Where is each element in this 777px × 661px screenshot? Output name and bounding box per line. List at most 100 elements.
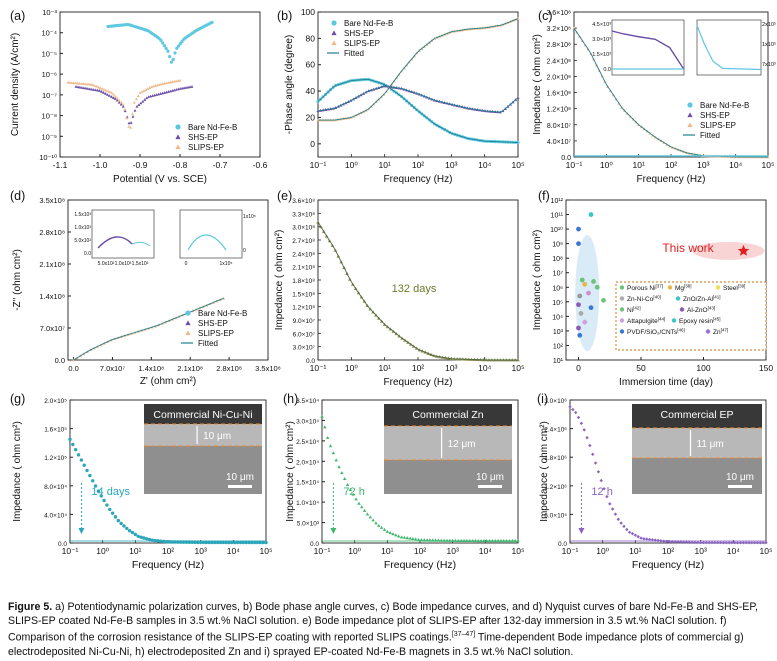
legend-ref: [42]	[633, 306, 641, 311]
reported-point	[594, 284, 600, 290]
data-point	[431, 538, 435, 542]
scale-bar	[728, 485, 752, 488]
data-point	[181, 540, 186, 544]
data-point	[241, 540, 245, 545]
y-axis-label: Impedance ( ohm cm²)	[532, 230, 543, 331]
data-point	[357, 501, 361, 505]
data-point	[425, 538, 429, 542]
inset-title: Commercial Zn	[412, 409, 483, 421]
y-tick-label: 10¹	[553, 358, 564, 365]
data-point	[468, 538, 472, 543]
y-tick-label: 1.2×10⁶	[544, 484, 567, 491]
legend-marker	[185, 310, 191, 316]
data-point	[137, 103, 141, 106]
data-point	[459, 538, 463, 542]
legend-marker	[331, 20, 337, 26]
x-tick-label: 2.1x10⁸	[177, 364, 203, 373]
y-tick-label: 2.8x10⁸	[39, 228, 65, 237]
data-point	[85, 468, 89, 473]
x-tick-label: -0.9	[133, 160, 148, 170]
y-tick-label: 2.4×10⁶	[544, 427, 567, 434]
data-point	[123, 109, 127, 113]
data-point	[687, 540, 692, 544]
x-tick-label: 10⁰	[600, 160, 613, 170]
y-tick-label: 4.0×10⁴	[44, 512, 67, 519]
y-tick-label: 60	[306, 60, 316, 70]
x-tick-label: 0	[576, 363, 581, 373]
scale-bar	[478, 485, 502, 488]
legend-entry: Bare Nd-Fe-B	[344, 19, 393, 28]
x-tick-label: 3.5x10⁸	[255, 364, 281, 373]
data-point	[132, 100, 136, 104]
x-tick-label: 10²	[665, 160, 677, 170]
data-point	[88, 87, 92, 91]
data-point	[439, 538, 444, 542]
data-point	[650, 538, 655, 542]
data-point	[178, 78, 182, 82]
data-point	[473, 538, 478, 543]
data-point	[166, 49, 170, 53]
data-point	[201, 540, 206, 545]
data-point	[116, 518, 120, 523]
y-tick-label: 2.5×10⁴	[296, 439, 319, 446]
data-point	[139, 535, 143, 539]
panel-label: (f)	[538, 189, 550, 203]
data-point	[129, 121, 133, 124]
data-point	[388, 531, 392, 535]
data-point	[379, 525, 384, 529]
x-tick-label: 10¹	[381, 546, 393, 556]
y-tick-label: 10⁻¹⁰	[39, 153, 57, 162]
inset-tick-label: 5.0x10²	[74, 238, 91, 244]
y-tick-label: 3.6×10⁸	[546, 10, 571, 17]
panel-label: (h)	[283, 392, 298, 406]
data-point	[247, 540, 251, 545]
data-point	[109, 95, 113, 98]
caption-refs: [37–47]	[451, 631, 476, 638]
data-point	[196, 540, 200, 545]
data-point	[653, 538, 657, 542]
sem-top	[632, 404, 762, 428]
y-tick-label: 0.0	[306, 358, 315, 365]
thickness-label: 11 μm	[697, 439, 724, 450]
y-tick-label: 0.0	[55, 356, 65, 365]
data-point	[485, 539, 489, 543]
data-point	[608, 502, 612, 506]
data-point	[436, 538, 441, 542]
x-tick-label: 10⁻¹	[310, 363, 327, 373]
legend-marker	[667, 285, 673, 290]
data-point	[414, 537, 418, 541]
y-axis-label: -Phase angle (degree)	[284, 35, 295, 135]
data-point	[764, 540, 768, 545]
y-tick-label: 10⁻⁴	[41, 29, 57, 38]
y-tick-label: 9.0×10⁷	[293, 318, 316, 325]
legend-marker	[185, 320, 191, 326]
data-point	[98, 89, 102, 92]
data-point	[331, 451, 336, 455]
x-tick-label: 10³	[695, 546, 707, 556]
y-tick-label: 10⁶	[552, 285, 563, 292]
data-point	[571, 407, 575, 412]
data-point	[198, 540, 203, 545]
x-axis-label: Immersion time (day)	[619, 377, 713, 388]
fitted-line	[573, 27, 768, 158]
data-point	[656, 538, 660, 543]
reported-point	[588, 212, 594, 217]
data-point	[416, 537, 421, 541]
y-tick-label: 1.2×10⁵	[44, 455, 67, 462]
inset-bare-arc	[187, 234, 227, 251]
data-point	[72, 81, 76, 85]
y-axis-label: -Z'' (ohm cm²)	[12, 249, 23, 311]
panel-label: (b)	[277, 9, 292, 23]
panel-label: (a)	[10, 9, 25, 23]
data-point	[610, 507, 615, 511]
data-point	[213, 540, 217, 545]
data-point	[70, 81, 74, 84]
data-point	[218, 540, 223, 545]
data-point	[405, 536, 409, 540]
inset-tick-label: 2x10⁵	[762, 21, 776, 28]
data-point	[173, 51, 177, 55]
data-point	[94, 84, 98, 88]
panel-label: (e)	[277, 189, 292, 203]
y-axis-label: Impedance ( ohm cm²)	[12, 421, 23, 522]
y-tick-label: 1.5×10⁸	[292, 291, 315, 298]
